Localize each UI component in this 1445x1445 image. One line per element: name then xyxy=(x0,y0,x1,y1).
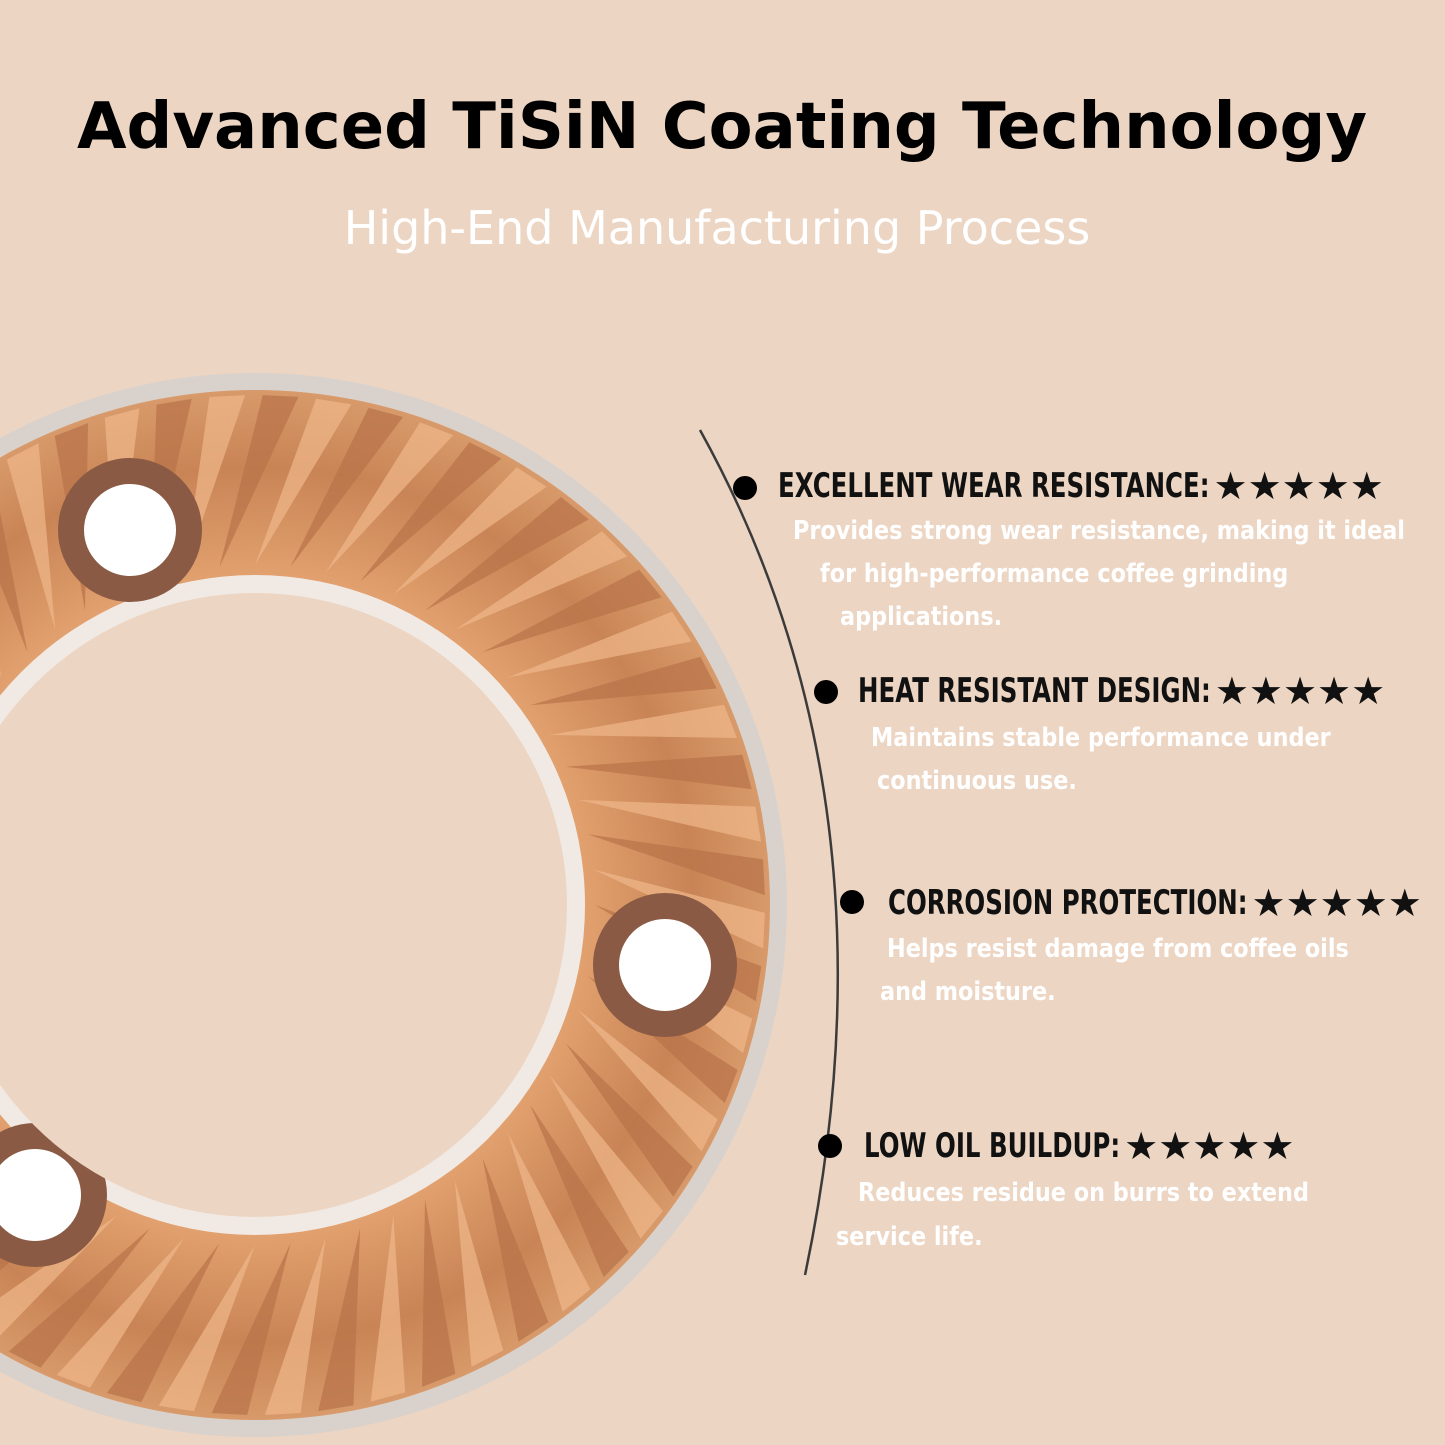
burr-hole-center xyxy=(0,1149,81,1241)
burr-tooth xyxy=(158,1245,255,1412)
bullet xyxy=(840,890,864,914)
burr-tooth xyxy=(0,1215,117,1336)
feature-heading: EXCELLENT WEAR RESISTANCE: xyxy=(778,466,1210,505)
feature-list: EXCELLENT WEAR RESISTANCE: ★★★★★Provides … xyxy=(733,464,1422,1251)
burr-tooth xyxy=(360,442,502,582)
burr-tooth xyxy=(325,422,454,573)
feature-description: Provides strong wear resistance, making … xyxy=(793,514,1405,545)
burr-tooth xyxy=(425,497,589,611)
feature-description: applications. xyxy=(840,600,1002,631)
burr-tooth xyxy=(482,1157,549,1342)
feature-description: for high-performance coffee grinding xyxy=(820,557,1288,588)
title: Advanced TiSiN Coating Technology xyxy=(77,90,1367,164)
burr-tooth xyxy=(565,754,752,790)
burr-tooth xyxy=(549,704,737,738)
burr-tooth xyxy=(8,1228,150,1368)
burr-tooth xyxy=(507,611,692,678)
burr-tooth xyxy=(587,834,765,896)
burr-tooth xyxy=(578,799,762,842)
burr-tooth xyxy=(219,395,299,567)
burr-tooth xyxy=(549,1075,663,1239)
subtitle: High-End Manufacturing Process xyxy=(344,201,1091,255)
burr-tooth xyxy=(56,1237,185,1388)
burr-inner-rim xyxy=(0,575,585,1235)
burr-hole-center xyxy=(619,919,711,1011)
feature-description: Reduces residue on burrs to extend xyxy=(858,1176,1309,1207)
burr-tooth xyxy=(211,1243,291,1415)
feature-description: and moisture. xyxy=(880,975,1056,1006)
rating-stars: ★★★★★ xyxy=(1124,1124,1294,1168)
rating-stars: ★★★★★ xyxy=(1214,464,1384,508)
burr-tooth xyxy=(530,1104,629,1278)
burr-tooth xyxy=(578,1010,718,1152)
feature-description: continuous use. xyxy=(877,764,1077,795)
burr-tooth xyxy=(318,1228,361,1412)
burr-tooth xyxy=(370,1215,406,1402)
burr-tooth xyxy=(454,1180,504,1367)
burr-tooth xyxy=(255,398,352,565)
burr-tooth xyxy=(149,398,192,582)
burr-tooth xyxy=(454,531,628,630)
feature-description: service life. xyxy=(836,1220,983,1251)
burr-tooth xyxy=(0,511,28,653)
feature-description: Maintains stable performance under xyxy=(871,721,1331,752)
rating-stars: ★★★★★ xyxy=(1215,669,1385,713)
burr-tooth xyxy=(6,443,56,630)
bullet xyxy=(733,476,757,500)
burr-tooth xyxy=(393,467,547,595)
burr-hole-center xyxy=(84,484,176,576)
burr-tooth xyxy=(106,1243,220,1403)
burr-tooth xyxy=(422,1199,456,1387)
burr-tooth xyxy=(290,407,404,567)
burr-image xyxy=(0,373,787,1437)
burr-tooth xyxy=(482,569,662,653)
feature-description: Helps resist damage from coffee oils xyxy=(887,932,1349,963)
bullet xyxy=(818,1134,842,1158)
burr-tooth xyxy=(507,1132,591,1312)
burr-tooth xyxy=(0,670,3,678)
burr-tooth xyxy=(264,1237,326,1415)
feature-heading: CORROSION PROTECTION: xyxy=(888,883,1248,922)
bullet xyxy=(814,680,838,704)
feature-heading: HEAT RESISTANT DESIGN: xyxy=(858,671,1211,710)
rating-stars: ★★★★★ xyxy=(1252,881,1422,925)
burr-tooth xyxy=(565,1043,693,1197)
burr-tooth xyxy=(530,656,717,706)
feature-heading: LOW OIL BUILDUP: xyxy=(864,1126,1120,1165)
